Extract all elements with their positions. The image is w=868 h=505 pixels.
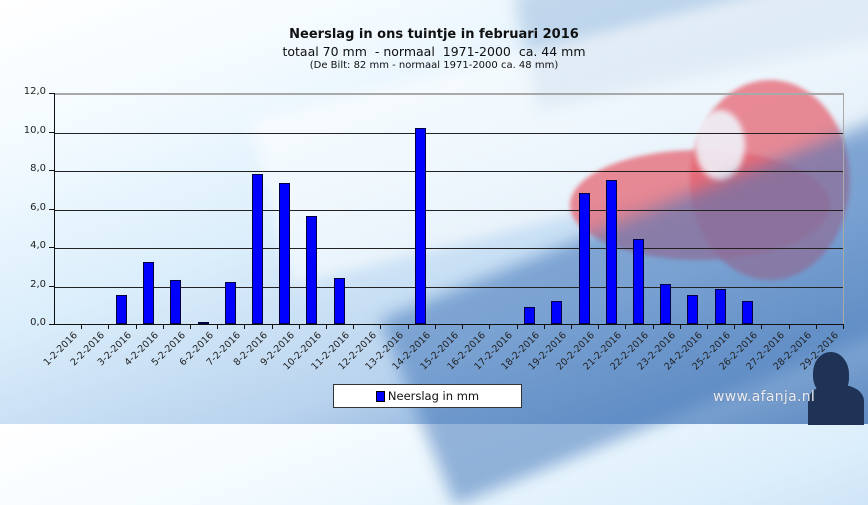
gridline bbox=[54, 171, 843, 172]
gridline bbox=[54, 248, 843, 249]
y-tick bbox=[49, 247, 54, 248]
gridline bbox=[54, 132, 843, 134]
bar bbox=[224, 281, 236, 324]
y-tick bbox=[49, 324, 54, 325]
plot-area bbox=[54, 93, 844, 326]
x-tick bbox=[788, 324, 790, 329]
y-tick-label: 4,0 bbox=[30, 240, 46, 251]
bar bbox=[687, 295, 699, 324]
x-tick bbox=[679, 324, 681, 329]
x-tick bbox=[761, 324, 763, 329]
y-axis bbox=[54, 93, 55, 325]
x-tick bbox=[543, 324, 545, 329]
legend-swatch-icon bbox=[375, 390, 385, 402]
chart-subtitle-secondary: (De Bilt: 82 mm - normaal 1971-2000 ca. … bbox=[309, 60, 559, 71]
x-tick bbox=[298, 324, 300, 329]
x-tick bbox=[706, 324, 708, 329]
x-tick bbox=[598, 324, 600, 329]
y-tick-label: 6,0 bbox=[30, 201, 46, 213]
bar bbox=[632, 239, 644, 324]
bar bbox=[116, 295, 128, 324]
x-tick bbox=[570, 324, 572, 329]
bar bbox=[415, 127, 427, 324]
bar bbox=[197, 322, 209, 325]
y-tick-label: 8,0 bbox=[30, 163, 46, 174]
x-tick bbox=[81, 324, 83, 329]
x-tick bbox=[380, 324, 382, 329]
x-tick bbox=[244, 324, 246, 329]
bar bbox=[143, 262, 155, 324]
bar bbox=[170, 279, 182, 324]
x-tick bbox=[162, 324, 164, 329]
gridline bbox=[54, 286, 843, 288]
x-tick bbox=[353, 324, 355, 329]
x-tick bbox=[462, 324, 464, 329]
x-tick bbox=[516, 324, 518, 329]
bar bbox=[306, 216, 318, 324]
bar bbox=[333, 277, 345, 324]
y-tick bbox=[49, 131, 54, 133]
x-tick bbox=[108, 324, 110, 329]
person-silhouette-icon bbox=[808, 385, 864, 425]
y-tick bbox=[49, 208, 54, 210]
bar bbox=[252, 173, 264, 324]
bar bbox=[741, 300, 753, 324]
y-tick bbox=[49, 93, 54, 94]
x-tick bbox=[734, 324, 736, 329]
x-tick bbox=[217, 324, 219, 329]
x-tick bbox=[652, 324, 654, 329]
y-tick bbox=[49, 170, 54, 171]
x-tick bbox=[843, 324, 844, 329]
x-tick bbox=[434, 324, 436, 329]
y-tick-label: 12,0 bbox=[23, 86, 46, 97]
bar bbox=[279, 183, 291, 324]
gridline bbox=[54, 209, 843, 211]
x-tick bbox=[815, 324, 817, 329]
bar bbox=[524, 306, 536, 324]
legend-label: Neerslag in mm bbox=[387, 389, 480, 403]
bar bbox=[660, 283, 672, 324]
bar bbox=[714, 289, 726, 324]
y-tick bbox=[49, 285, 54, 287]
y-tick-label: 0,0 bbox=[30, 317, 46, 328]
y-tick-label: 2,0 bbox=[30, 278, 46, 290]
chart-title: Neerslag in ons tuintje in februari 2016 bbox=[289, 27, 579, 42]
bar bbox=[551, 300, 563, 324]
bar bbox=[578, 193, 590, 324]
y-tick-label: 10,0 bbox=[23, 124, 46, 136]
x-tick bbox=[135, 324, 137, 329]
x-tick bbox=[489, 324, 491, 329]
chart-subtitle: totaal 70 mm - normaal 1971-2000 ca. 44 … bbox=[282, 44, 586, 59]
x-tick bbox=[271, 324, 273, 329]
legend: Neerslag in mm bbox=[333, 384, 522, 408]
x-axis bbox=[54, 324, 843, 325]
x-tick bbox=[190, 324, 192, 329]
watermark: www.afanja.nl bbox=[713, 389, 816, 405]
x-tick bbox=[407, 324, 409, 329]
x-tick bbox=[326, 324, 328, 329]
x-tick bbox=[625, 324, 627, 329]
bar bbox=[605, 179, 617, 324]
